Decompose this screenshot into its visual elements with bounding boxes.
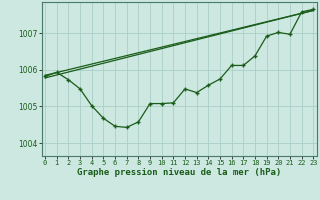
X-axis label: Graphe pression niveau de la mer (hPa): Graphe pression niveau de la mer (hPa) (77, 168, 281, 177)
